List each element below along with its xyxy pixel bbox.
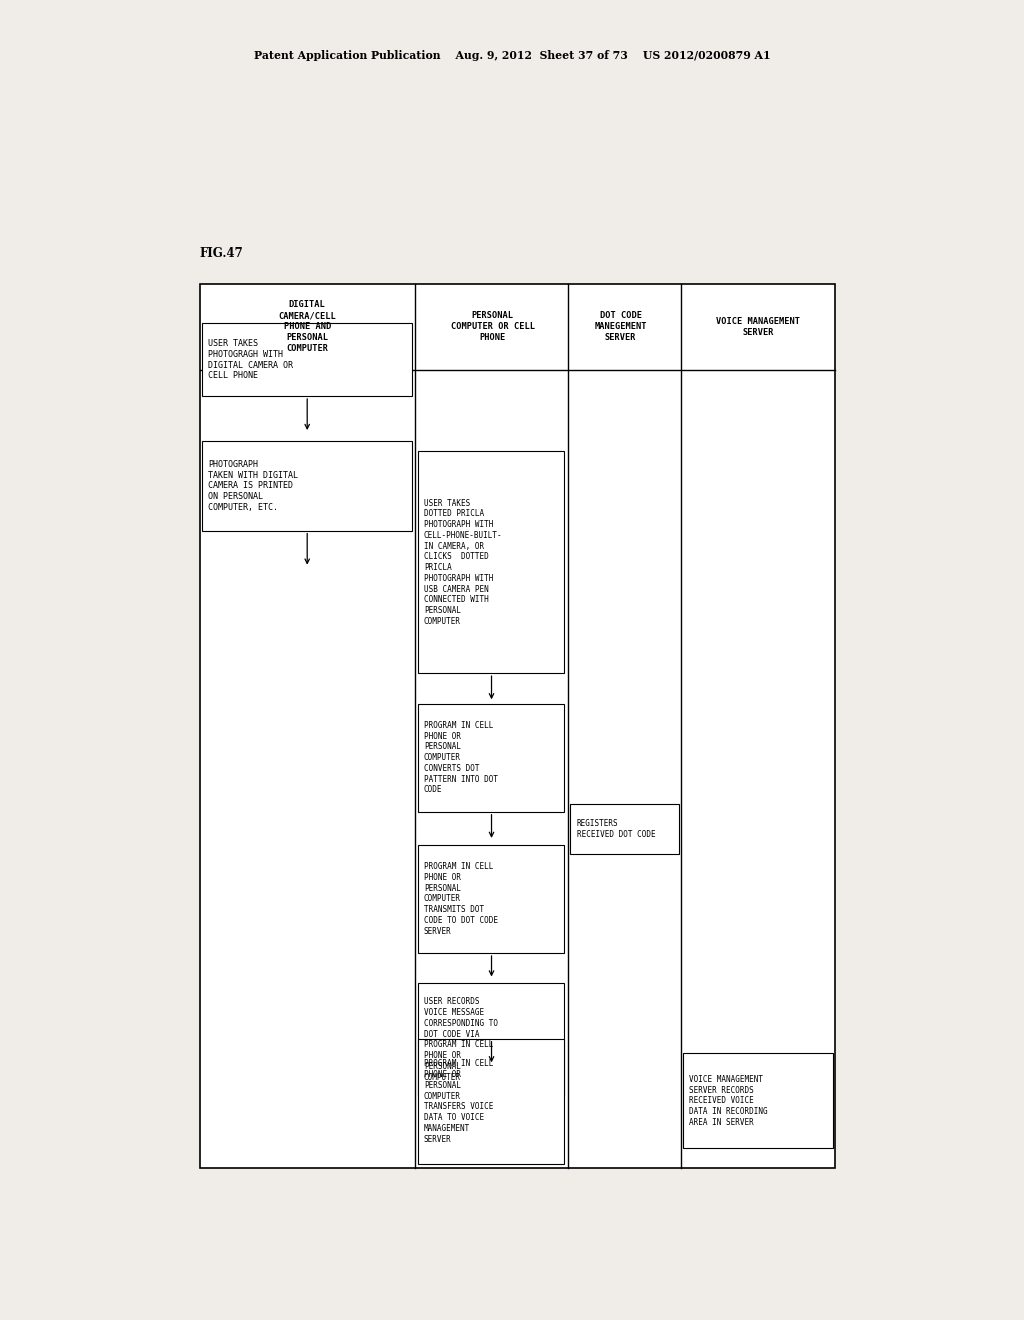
Text: PROGRAM IN CELL
PHONE OR
PERSONAL
COMPUTER
CONVERTS DOT
PATTERN INTO DOT
CODE: PROGRAM IN CELL PHONE OR PERSONAL COMPUT… bbox=[424, 721, 498, 795]
Bar bbox=[418, 1039, 564, 1164]
Text: VOICE MANAGEMENT
SERVER RECORDS
RECEIVED VOICE
DATA IN RECORDING
AREA IN SERVER: VOICE MANAGEMENT SERVER RECORDS RECEIVED… bbox=[689, 1074, 768, 1127]
Text: Patent Application Publication    Aug. 9, 2012  Sheet 37 of 73    US 2012/020087: Patent Application Publication Aug. 9, 2… bbox=[254, 50, 770, 61]
Text: REGISTERS
RECEIVED DOT CODE: REGISTERS RECEIVED DOT CODE bbox=[577, 820, 655, 838]
Bar bbox=[418, 451, 564, 673]
Text: PROGRAM IN CELL
PHONE OR
PERSONAL
COMPUTER
TRANSMITS DOT
CODE TO DOT CODE
SERVER: PROGRAM IN CELL PHONE OR PERSONAL COMPUT… bbox=[424, 862, 498, 936]
Bar bbox=[202, 323, 412, 396]
Text: USER RECORDS
VOICE MESSAGE
CORRESPONDING TO
DOT CODE VIA
PROGRAM IN CELL
PHONE O: USER RECORDS VOICE MESSAGE CORRESPONDING… bbox=[424, 998, 498, 1081]
Text: PHOTOGRAPH
TAKEN WITH DIGITAL
CAMERA IS PRINTED
ON PERSONAL
COMPUTER, ETC.: PHOTOGRAPH TAKEN WITH DIGITAL CAMERA IS … bbox=[208, 459, 298, 512]
Bar bbox=[683, 1053, 833, 1148]
Text: DIGITAL
CAMERA/CELL
PHONE AND
PERSONAL
COMPUTER: DIGITAL CAMERA/CELL PHONE AND PERSONAL C… bbox=[279, 300, 336, 354]
Text: DOT CODE
MANEGEMENT
SERVER: DOT CODE MANEGEMENT SERVER bbox=[594, 312, 647, 342]
Bar bbox=[418, 845, 564, 953]
Bar bbox=[200, 284, 835, 1168]
Text: PROGRAM IN CELL
PHONE OR
PERSONAL
COMPUTER
TRANSFERS VOICE
DATA TO VOICE
MANAGEM: PROGRAM IN CELL PHONE OR PERSONAL COMPUT… bbox=[424, 1060, 494, 1143]
Text: USER TAKES
DOTTED PRICLA
PHOTOGRAPH WITH
CELL-PHONE-BUILT-
IN CAMERA, OR
CLICKS : USER TAKES DOTTED PRICLA PHOTOGRAPH WITH… bbox=[424, 499, 503, 626]
Bar bbox=[202, 441, 412, 531]
Bar bbox=[570, 804, 679, 854]
Bar bbox=[418, 983, 564, 1096]
Text: VOICE MANAGEMENT
SERVER: VOICE MANAGEMENT SERVER bbox=[716, 317, 800, 337]
Bar bbox=[418, 704, 564, 812]
Text: PERSONAL
COMPUTER OR CELL
PHONE: PERSONAL COMPUTER OR CELL PHONE bbox=[451, 312, 535, 342]
Text: FIG.47: FIG.47 bbox=[200, 247, 244, 260]
Text: USER TAKES
PHOTOGRAGH WITH
DIGITAL CAMERA OR
CELL PHONE: USER TAKES PHOTOGRAGH WITH DIGITAL CAMER… bbox=[208, 339, 293, 380]
